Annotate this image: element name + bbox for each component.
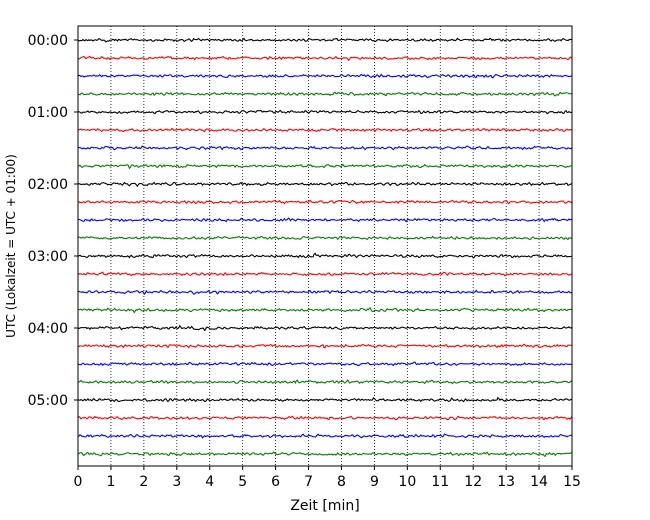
x-tick-label: 10 <box>398 474 416 490</box>
y-tick-label: 04:00 <box>28 321 68 337</box>
trace-0200 <box>77 181 573 188</box>
x-tick-label: 6 <box>271 474 280 490</box>
trace-0030 <box>77 73 573 79</box>
trace-0145 <box>77 163 573 170</box>
x-tick-label: 11 <box>431 474 449 490</box>
x-tick-label: 8 <box>337 474 346 490</box>
y-axis-label: UTC (Lokalzeit = UTC + 01:00) <box>4 154 18 338</box>
x-tick-label: 5 <box>238 474 247 490</box>
trace-0330 <box>77 289 573 296</box>
trace-0445 <box>77 379 573 385</box>
trace-0115 <box>77 127 573 133</box>
trace-0100 <box>77 109 573 115</box>
x-tick-label: 9 <box>370 474 379 490</box>
plot-frame <box>77 25 573 467</box>
trace-0245 <box>77 235 573 241</box>
x-tick-label: 7 <box>304 474 313 490</box>
trace-0215 <box>77 199 573 205</box>
trace-0415 <box>77 343 573 349</box>
trace-0300 <box>77 252 573 259</box>
trace-0430 <box>77 361 573 367</box>
x-axis-label: Zeit [min] <box>290 498 359 514</box>
trace-0130 <box>77 145 573 151</box>
x-tick-label: 12 <box>464 474 482 490</box>
y-tick-label: 03:00 <box>28 249 68 265</box>
x-tick-label: 15 <box>563 474 581 490</box>
y-axis-ticks: 00:00 01:00 02:00 03:00 04:00 05:00 <box>28 33 78 409</box>
trace-0545 <box>77 451 573 457</box>
x-tick-label: 14 <box>530 474 548 490</box>
x-tick-label: 1 <box>106 474 115 490</box>
trace-0345 <box>77 307 573 314</box>
y-tick-label: 05:00 <box>28 393 68 409</box>
x-tick-label: 3 <box>172 474 181 490</box>
x-tick-label: 2 <box>139 474 148 490</box>
y-tick-label: 00:00 <box>28 33 68 49</box>
trace-0045 <box>77 91 573 97</box>
trace-0500 <box>77 396 573 403</box>
trace-0015 <box>77 55 573 62</box>
trace-0230 <box>77 217 573 223</box>
trace-0315 <box>77 271 573 277</box>
grid-lines <box>110 26 540 466</box>
trace-0530 <box>77 433 573 439</box>
x-tick-label: 0 <box>74 474 83 490</box>
trace-0515 <box>77 415 573 421</box>
trace-0000 <box>77 37 573 43</box>
y-tick-label: 02:00 <box>28 177 68 193</box>
trace-series <box>77 37 573 457</box>
x-tick-label: 13 <box>497 474 515 490</box>
trace-0400 <box>77 324 573 332</box>
y-tick-label: 01:00 <box>28 105 68 121</box>
x-axis-ticks: 0 1 2 3 4 5 6 7 8 9 10 11 12 13 14 15 <box>74 466 581 490</box>
x-tick-label: 4 <box>205 474 214 490</box>
